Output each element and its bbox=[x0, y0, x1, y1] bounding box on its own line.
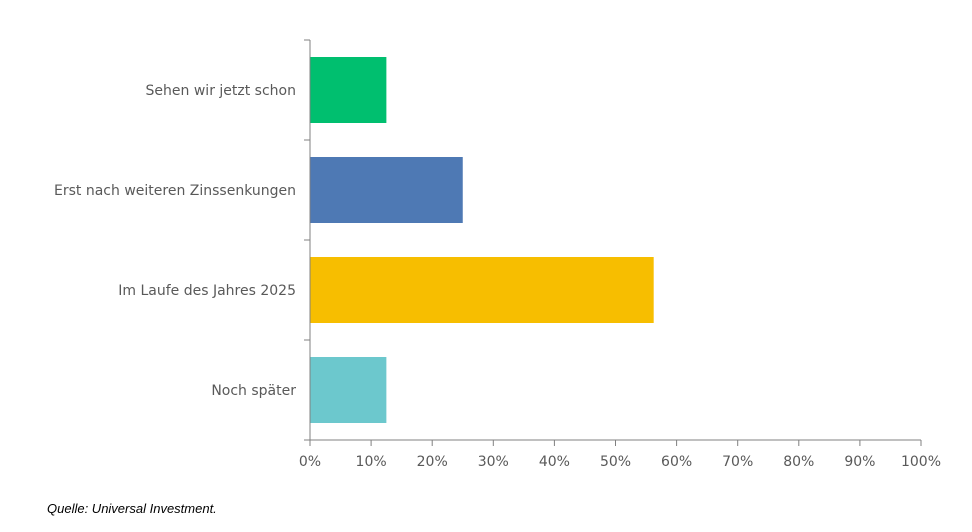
x-tick-label: 50% bbox=[600, 454, 631, 470]
source-note: Quelle: Universal Investment. bbox=[47, 501, 217, 516]
category-label: Sehen wir jetzt schon bbox=[146, 83, 296, 99]
bar bbox=[310, 57, 387, 123]
category-label: Erst nach weiteren Zinssenkungen bbox=[54, 183, 296, 199]
bars-layer bbox=[310, 57, 654, 423]
x-tick-label: 80% bbox=[783, 454, 814, 470]
x-tick-label: 90% bbox=[844, 454, 875, 470]
x-tick-label: 30% bbox=[478, 454, 509, 470]
labels-layer: Sehen wir jetzt schon Erst nach weiteren … bbox=[54, 83, 941, 470]
bar bbox=[310, 157, 463, 223]
bar-chart: Sehen wir jetzt schon Erst nach weiteren … bbox=[54, 39, 941, 470]
x-tick-label: 40% bbox=[539, 454, 570, 470]
bar bbox=[310, 257, 654, 323]
category-label: Noch später bbox=[211, 383, 296, 399]
x-tick-label: 0% bbox=[299, 454, 321, 470]
x-tick-label: 70% bbox=[722, 454, 753, 470]
axes-layer bbox=[304, 39, 922, 446]
x-tick-label: 20% bbox=[417, 454, 448, 470]
category-label: Im Laufe des Jahres 2025 bbox=[118, 283, 296, 299]
bar bbox=[310, 357, 387, 423]
x-tick-label: 60% bbox=[661, 454, 692, 470]
x-tick-label: 100% bbox=[901, 454, 941, 470]
x-tick-label: 10% bbox=[356, 454, 387, 470]
